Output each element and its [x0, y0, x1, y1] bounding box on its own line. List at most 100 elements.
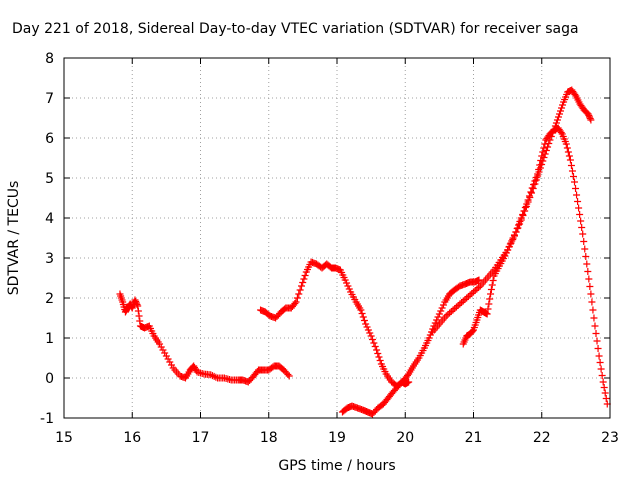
data-point: [374, 350, 382, 357]
x-tick-label: 20: [396, 430, 414, 446]
data-point: [508, 237, 516, 245]
data-point: [135, 312, 143, 320]
data-point: [532, 174, 540, 181]
data-point: [343, 279, 351, 287]
data-point: [591, 322, 599, 330]
data-point: [517, 214, 525, 222]
data-points: [116, 86, 611, 418]
data-point: [580, 238, 588, 245]
data-point: [134, 302, 142, 310]
data-point: [523, 200, 531, 208]
data-point: [405, 378, 413, 386]
data-point: [577, 217, 585, 225]
data-point: [596, 359, 604, 366]
data-point: [568, 167, 576, 175]
data-point: [159, 346, 167, 354]
data-point: [299, 279, 307, 286]
data-point: [438, 304, 446, 312]
data-point: [435, 310, 443, 318]
x-tick-label: 15: [55, 430, 73, 446]
data-point: [501, 252, 509, 260]
data-point: [597, 365, 605, 373]
data-point: [437, 307, 445, 315]
data-point: [579, 230, 587, 238]
data-point: [357, 306, 365, 314]
data-point: [563, 144, 571, 152]
x-axis-label: GPS time / hours: [278, 458, 395, 474]
data-point: [525, 192, 533, 200]
x-tick-label: 16: [123, 430, 141, 446]
data-point: [566, 156, 574, 164]
data-point: [489, 277, 497, 284]
data-point: [461, 296, 469, 303]
data-point: [433, 316, 441, 324]
data-point: [599, 378, 607, 386]
data-point: [471, 287, 479, 294]
data-point: [425, 334, 433, 342]
data-point: [536, 161, 544, 169]
data-point: [375, 353, 383, 361]
data-point: [502, 249, 510, 257]
data-point: [572, 185, 580, 192]
data-point: [589, 306, 597, 314]
data-point: [564, 148, 572, 156]
data-point: [292, 298, 300, 306]
data-point: [156, 340, 164, 348]
data-point: [487, 286, 495, 293]
data-point: [524, 196, 532, 204]
data-point: [166, 358, 174, 366]
data-point: [582, 253, 590, 260]
data-point: [541, 140, 549, 148]
data-point: [486, 295, 494, 303]
data-point: [298, 282, 306, 290]
data-point: [510, 231, 518, 239]
data-point: [590, 314, 598, 322]
data-point: [475, 284, 483, 291]
data-point: [452, 303, 460, 311]
data-point: [157, 343, 165, 351]
data-point: [345, 285, 353, 293]
data-point: [210, 372, 218, 380]
data-point: [208, 372, 216, 380]
data-point: [371, 343, 379, 350]
data-point: [434, 313, 442, 321]
data-point: [469, 327, 477, 335]
data-point: [191, 364, 199, 371]
data-point: [513, 225, 521, 232]
data-point: [131, 296, 139, 304]
data-point: [132, 299, 140, 307]
data-point: [484, 305, 492, 313]
grid: [64, 58, 610, 418]
data-point: [190, 362, 198, 370]
data-point: [598, 372, 606, 379]
data-point: [485, 300, 493, 308]
data-point: [592, 330, 600, 337]
data-point: [574, 198, 582, 205]
data-point: [362, 320, 370, 328]
data-point: [562, 140, 570, 148]
data-point: [600, 384, 608, 391]
data-point: [567, 162, 575, 169]
data-point: [593, 337, 601, 345]
data-point: [527, 188, 535, 196]
series-segment-2: [257, 258, 413, 390]
data-point: [534, 170, 542, 178]
y-axis-label: SDTVAR / TECUs: [6, 181, 22, 296]
data-point: [367, 332, 375, 340]
data-point: [558, 104, 566, 112]
data-point: [456, 300, 464, 308]
data-point: [470, 288, 477, 296]
series-segment-3: [338, 276, 483, 418]
x-tick-label: 17: [192, 430, 210, 446]
data-point: [370, 339, 378, 347]
data-point: [553, 116, 561, 124]
data-point: [539, 148, 547, 156]
data-point: [359, 313, 367, 321]
data-point: [451, 305, 459, 312]
data-point: [535, 166, 543, 173]
y-tick-label: 6: [45, 131, 54, 147]
data-point: [487, 290, 495, 298]
data-point: [575, 204, 583, 212]
data-point: [584, 268, 592, 275]
